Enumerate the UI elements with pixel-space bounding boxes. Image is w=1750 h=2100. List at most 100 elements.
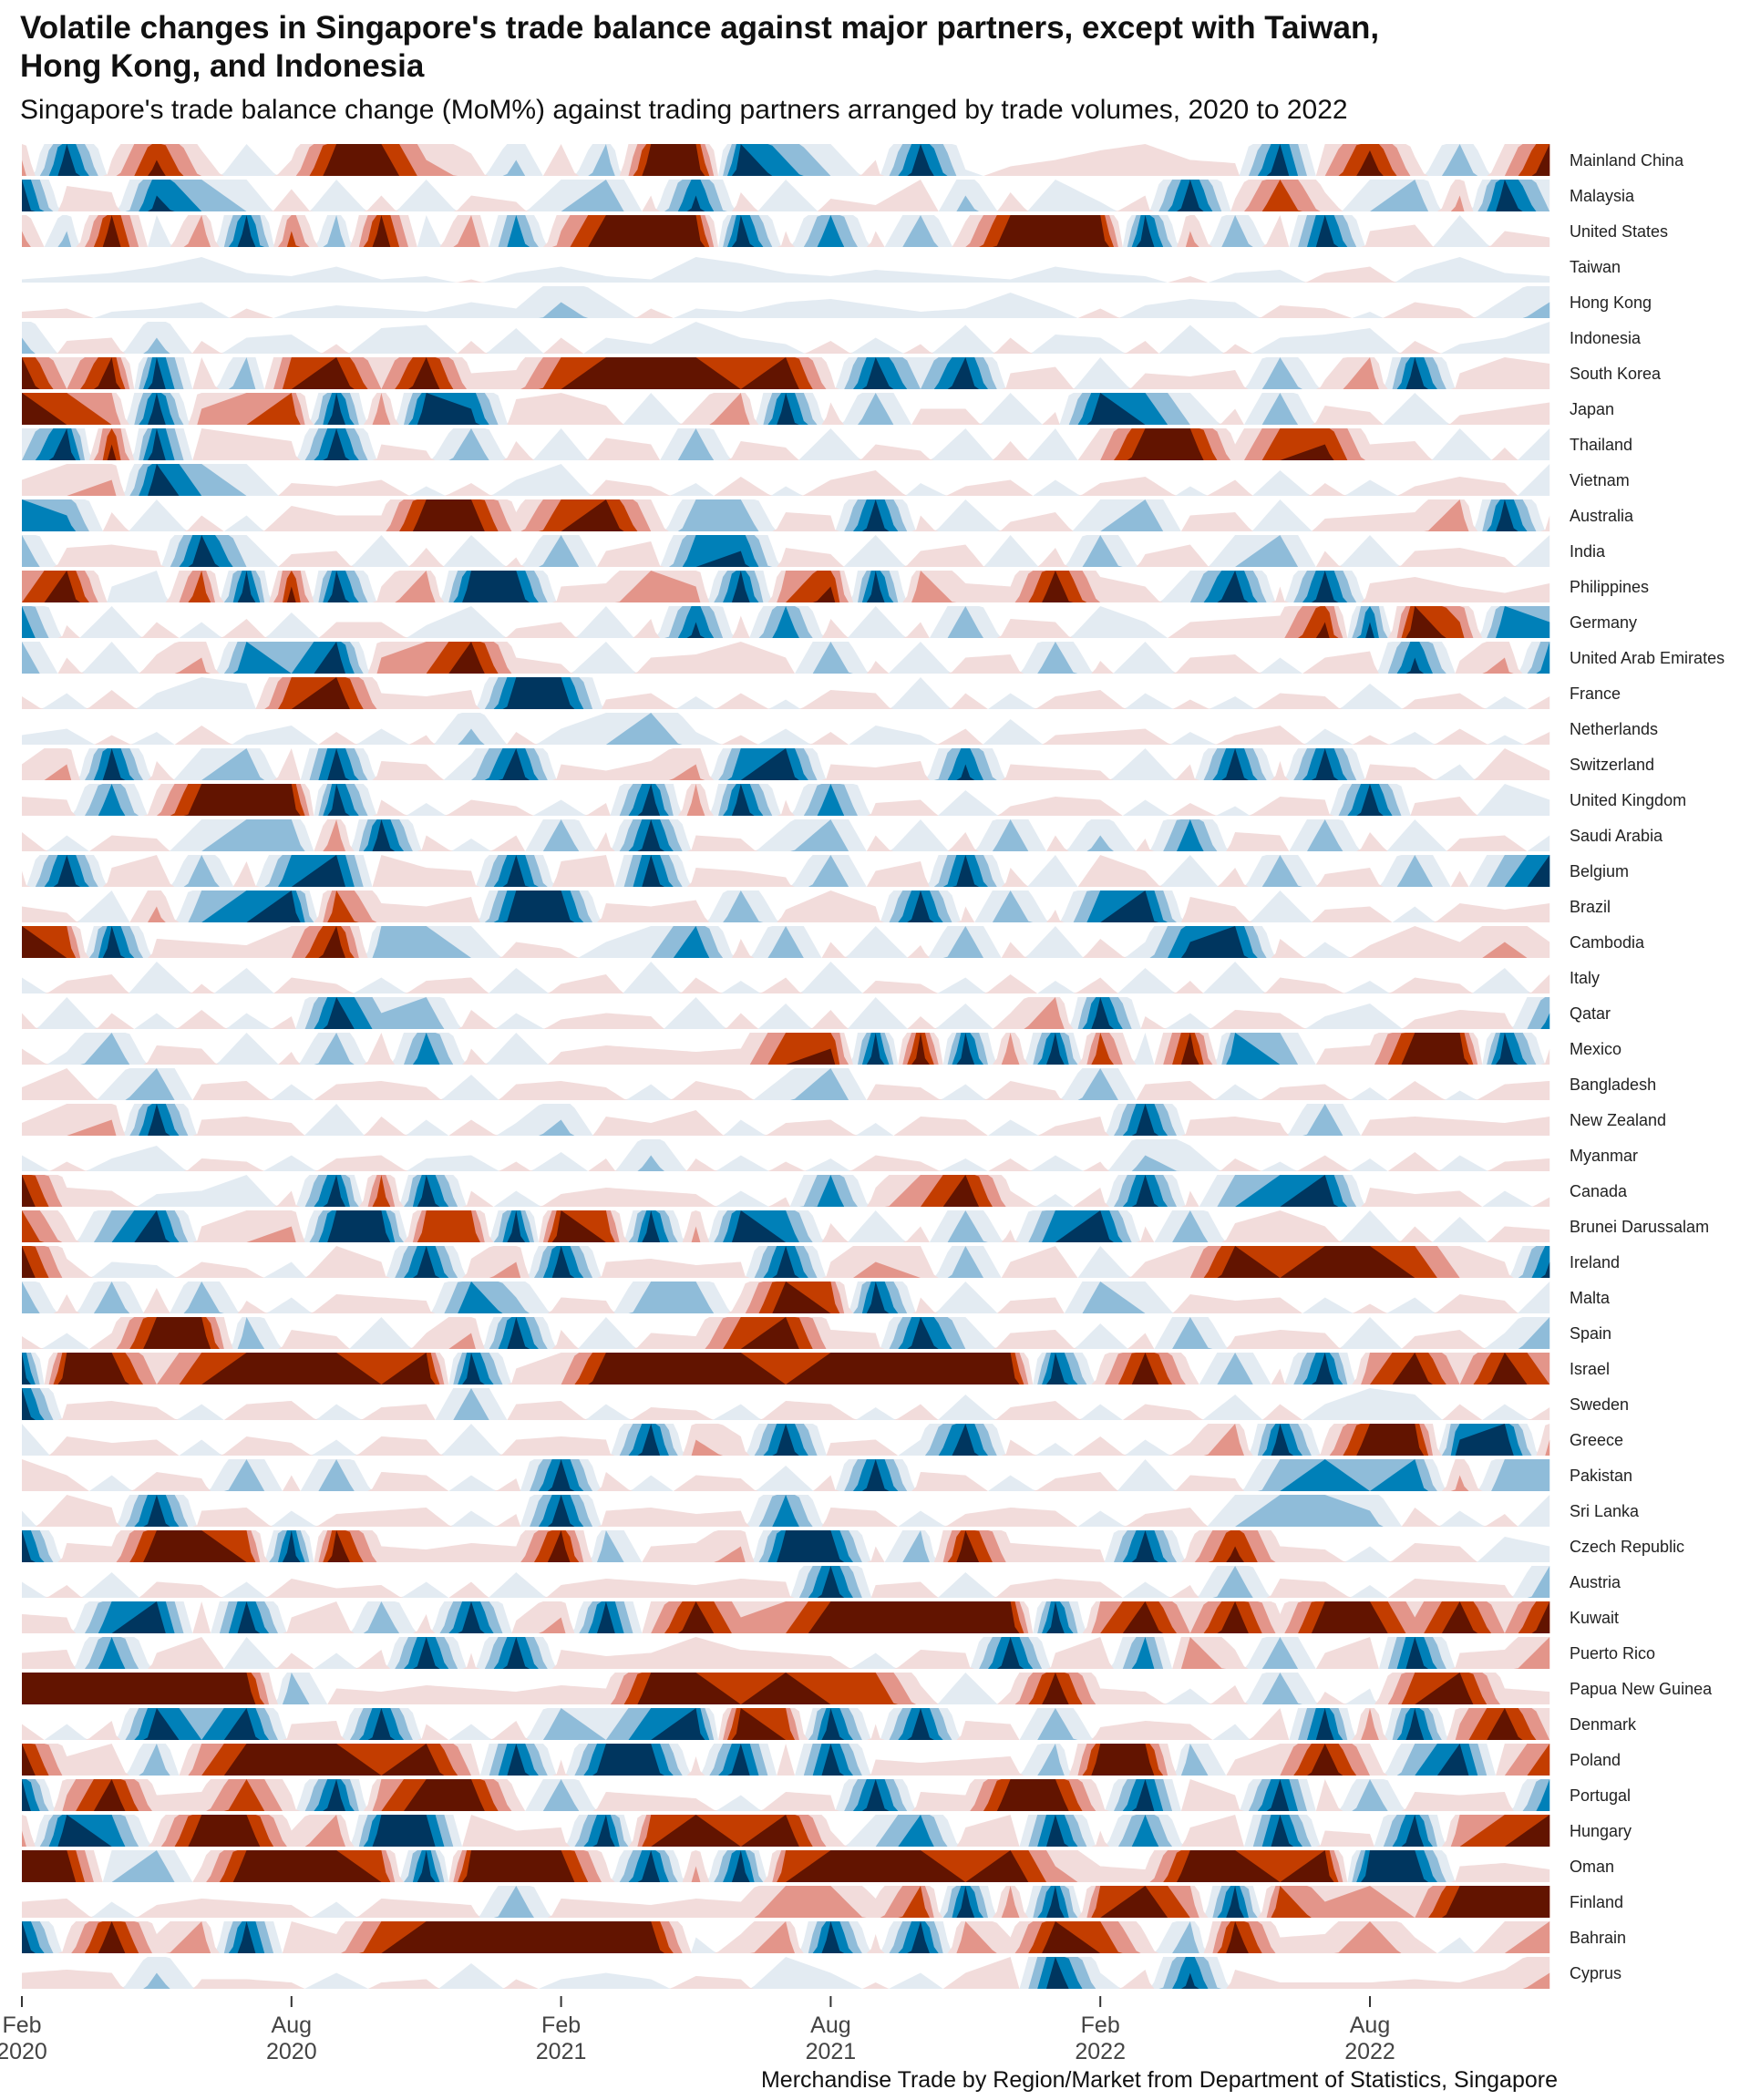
row-label: Myanmar bbox=[1570, 1147, 1638, 1165]
row-label: Ireland bbox=[1570, 1253, 1620, 1271]
row-label: Vietnam bbox=[1570, 471, 1630, 489]
positive-band-1 bbox=[22, 215, 1550, 247]
row-label: Hong Kong bbox=[1570, 293, 1652, 312]
positive-band-1 bbox=[22, 1921, 1550, 1953]
row-label: Bangladesh bbox=[1570, 1076, 1656, 1094]
negative-band-2 bbox=[22, 642, 1550, 674]
row-label: Finland bbox=[1570, 1893, 1623, 1911]
row-label: France bbox=[1570, 685, 1621, 703]
positive-band-4 bbox=[22, 1815, 1550, 1847]
chart-caption: Merchandise Trade by Region/Market from … bbox=[760, 2067, 1558, 2093]
positive-band-3 bbox=[22, 997, 1550, 1029]
positive-band-2 bbox=[22, 1104, 1550, 1136]
positive-band-3 bbox=[22, 1886, 1550, 1918]
negative-band-1 bbox=[22, 1175, 1550, 1207]
positive-band-2 bbox=[22, 1708, 1550, 1740]
row-label: Hungary bbox=[1570, 1822, 1632, 1840]
positive-band-1 bbox=[22, 1744, 1550, 1776]
positive-band-2 bbox=[22, 819, 1550, 851]
horizon-row: Czech Republic bbox=[22, 1530, 1684, 1562]
horizon-row: Brunei Darussalam bbox=[22, 1210, 1709, 1242]
positive-band-3 bbox=[22, 144, 1550, 176]
horizon-row: United Arab Emirates bbox=[22, 642, 1724, 674]
row-label: Australia bbox=[1570, 507, 1634, 525]
positive-band-1 bbox=[22, 1566, 1550, 1598]
positive-band-4 bbox=[22, 1246, 1550, 1278]
negative-band-4 bbox=[22, 1850, 1550, 1882]
horizon-row: Saudi Arabia bbox=[22, 819, 1663, 851]
negative-band-1 bbox=[22, 748, 1550, 780]
positive-band-4 bbox=[22, 1708, 1550, 1740]
positive-band-3 bbox=[22, 1033, 1550, 1065]
row-label: Switzerland bbox=[1570, 756, 1654, 774]
horizon-row: Thailand bbox=[22, 428, 1632, 460]
positive-band-2 bbox=[22, 1353, 1550, 1385]
horizon-row: Taiwan bbox=[22, 257, 1621, 283]
positive-band-1 bbox=[22, 1388, 1550, 1420]
positive-band-1 bbox=[22, 677, 1550, 709]
row-label: Sri Lanka bbox=[1570, 1502, 1640, 1520]
positive-band-4 bbox=[22, 748, 1550, 780]
positive-band-2 bbox=[22, 535, 1550, 567]
row-label: Israel bbox=[1570, 1360, 1610, 1378]
negative-band-3 bbox=[22, 144, 1550, 176]
negative-band-1 bbox=[22, 726, 1550, 745]
negative-band-3 bbox=[22, 1850, 1550, 1882]
horizon-row: Hungary bbox=[22, 1815, 1632, 1847]
row-label: Qatar bbox=[1570, 1004, 1611, 1023]
row-label: Sweden bbox=[1570, 1395, 1629, 1414]
horizon-row: Puerto Rico bbox=[22, 1637, 1655, 1669]
negative-band-1 bbox=[22, 1246, 1550, 1278]
negative-band-4 bbox=[22, 677, 1550, 709]
horizon-row: United Kingdom bbox=[22, 784, 1686, 816]
x-tick-label-year: 2021 bbox=[536, 2039, 587, 2064]
negative-band-1 bbox=[22, 1459, 1550, 1491]
row-label: Netherlands bbox=[1570, 720, 1658, 738]
horizon-row: Australia bbox=[22, 499, 1634, 531]
horizon-row: Ireland bbox=[22, 1246, 1620, 1278]
horizon-row: Belgium bbox=[22, 855, 1629, 887]
row-label: Indonesia bbox=[1570, 329, 1642, 347]
row-label: Austria bbox=[1570, 1573, 1621, 1591]
negative-band-2 bbox=[22, 215, 1550, 247]
horizon-row: Cambodia bbox=[22, 926, 1645, 958]
horizon-row: Oman bbox=[22, 1850, 1614, 1882]
x-tick-label-year: 2020 bbox=[0, 2039, 47, 2064]
row-label: Kuwait bbox=[1570, 1609, 1619, 1627]
horizon-row: South Korea bbox=[22, 357, 1662, 389]
horizon-row: Bangladesh bbox=[22, 1068, 1656, 1100]
negative-band-4 bbox=[22, 357, 1550, 389]
horizon-row: Kuwait bbox=[22, 1601, 1619, 1633]
x-tick-label-month: Aug bbox=[1350, 2012, 1390, 2038]
positive-band-3 bbox=[22, 1459, 1550, 1491]
row-label: Thailand bbox=[1570, 436, 1632, 454]
horizon-row: United States bbox=[22, 215, 1668, 247]
horizon-row: Philippines bbox=[22, 571, 1649, 602]
row-label: Belgium bbox=[1570, 862, 1629, 880]
positive-band-1 bbox=[22, 1459, 1550, 1491]
positive-band-3 bbox=[22, 606, 1550, 638]
negative-band-1 bbox=[22, 606, 1550, 638]
positive-band-4 bbox=[22, 1530, 1550, 1562]
negative-band-1 bbox=[22, 1637, 1550, 1669]
horizon-row: Israel bbox=[22, 1353, 1610, 1385]
negative-band-1 bbox=[22, 1495, 1550, 1527]
row-label: Portugal bbox=[1570, 1786, 1631, 1805]
negative-band-3 bbox=[22, 499, 1550, 531]
negative-band-1 bbox=[22, 1424, 1550, 1456]
positive-band-2 bbox=[22, 180, 1550, 211]
negative-band-1 bbox=[22, 1579, 1550, 1598]
positive-band-1 bbox=[22, 1139, 1550, 1171]
horizon-row: Spain bbox=[22, 1317, 1611, 1349]
horizon-row: Portugal bbox=[22, 1779, 1631, 1811]
horizon-row: Poland bbox=[22, 1744, 1621, 1776]
row-label: Malta bbox=[1570, 1289, 1611, 1307]
x-tick-label-month: Aug bbox=[810, 2012, 850, 2038]
horizon-row: Bahrain bbox=[22, 1921, 1626, 1953]
row-label: Japan bbox=[1570, 400, 1614, 418]
positive-band-1 bbox=[22, 286, 1550, 318]
row-label: Czech Republic bbox=[1570, 1538, 1684, 1556]
chart-subtitle: Singapore's trade balance change (MoM%) … bbox=[20, 95, 1348, 125]
negative-band-1 bbox=[22, 1152, 1550, 1171]
